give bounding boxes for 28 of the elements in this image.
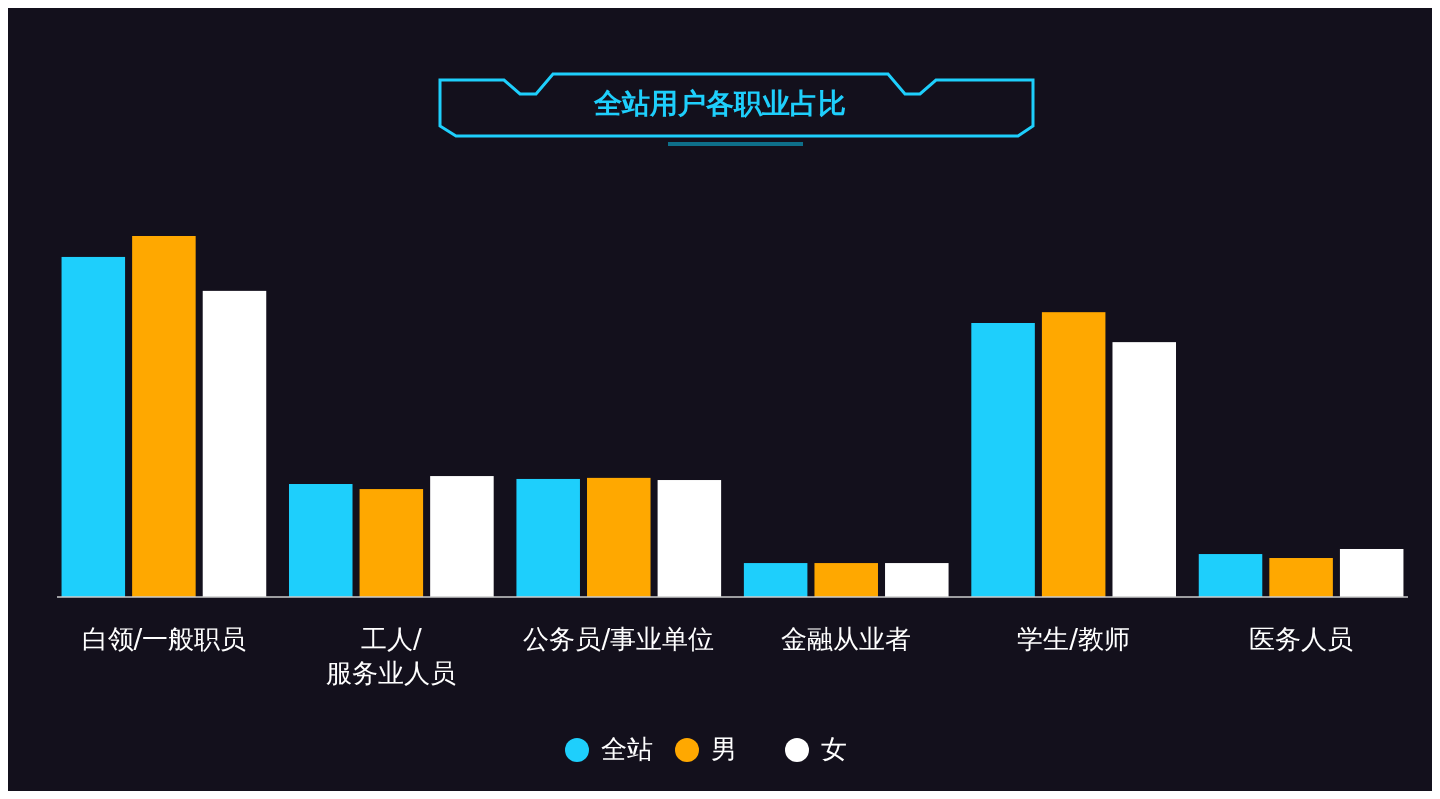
chart-title: 全站用户各职业占比 [593, 87, 846, 120]
bar [359, 489, 424, 597]
bar [1198, 554, 1263, 597]
bar [61, 256, 126, 597]
legend-label: 女 [821, 733, 847, 764]
legend-label: 男 [711, 733, 737, 764]
x-tick-label: 工人/ 服务业人员 [326, 624, 457, 688]
bar [657, 480, 722, 597]
bar [288, 484, 353, 597]
x-tick-label: 金融从业者 [781, 624, 912, 654]
bar [971, 323, 1035, 597]
bar [885, 563, 949, 597]
bar [132, 236, 196, 597]
x-tick-label: 医务人员 [1249, 624, 1354, 654]
bar [1269, 558, 1333, 597]
x-tick-label: 公务员/事业单位 [523, 624, 715, 654]
bar [743, 563, 808, 597]
bar [1112, 342, 1177, 597]
bar [430, 476, 494, 597]
x-tick-label: 白领/一般职员 [81, 624, 247, 654]
legend-label: 全站 [601, 733, 653, 764]
x-tick-label: 学生/教师 [1017, 624, 1131, 654]
bar [202, 290, 267, 597]
bar [1339, 548, 1404, 597]
bar [516, 478, 580, 597]
bar [814, 563, 878, 597]
bar [1041, 312, 1106, 597]
bar [587, 477, 651, 597]
